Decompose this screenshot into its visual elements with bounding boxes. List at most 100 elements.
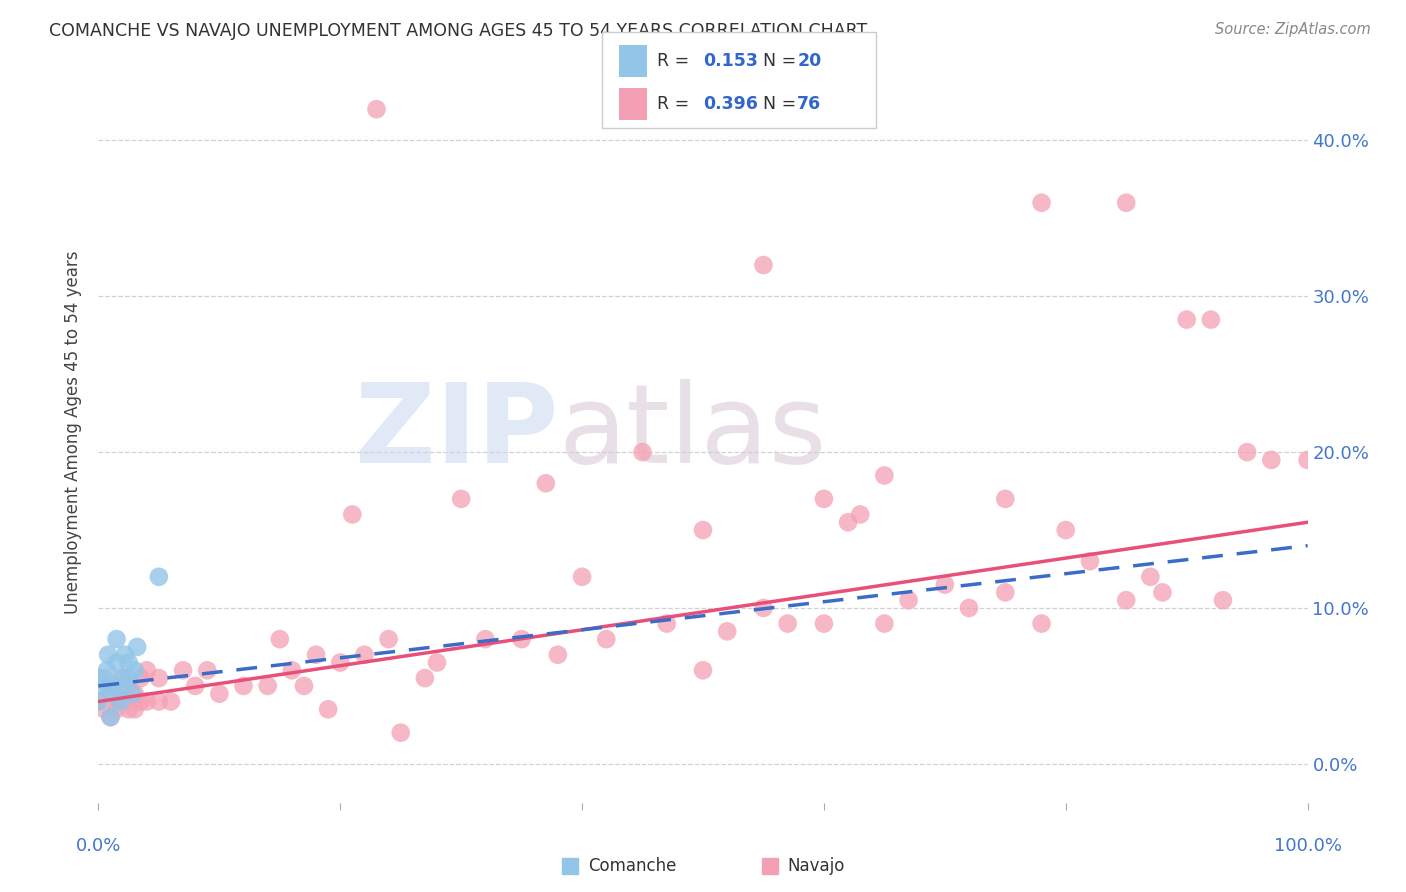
Point [118,656,141,670]
Y-axis label: Unemployment Among Ages 45 to 54 years: Unemployment Among Ages 45 to 54 years [65,251,83,615]
Point [510,632,533,647]
Point [752,601,775,615]
Point [1031,195,1053,210]
Point [97,679,120,693]
Point [97,648,120,662]
Point [692,523,714,537]
Point [184,679,207,693]
Point [716,624,738,639]
Point [1078,554,1101,568]
Text: Navajo: Navajo [787,856,845,875]
Point [105,632,128,647]
Point [873,616,896,631]
Point [111,671,134,685]
Point [292,679,315,693]
Point [148,570,170,584]
Point [100,710,122,724]
Point [1152,585,1174,599]
Point [195,663,218,677]
Point [329,656,352,670]
Point [994,491,1017,506]
Point [87,694,110,708]
Text: Source: ZipAtlas.com: Source: ZipAtlas.com [1215,22,1371,37]
Point [93,671,115,685]
Point [1115,593,1137,607]
Point [547,648,569,662]
Point [377,632,399,647]
Text: R =: R = [657,52,700,70]
Point [111,694,134,708]
Point [342,508,364,522]
Point [101,679,124,693]
Point [124,687,146,701]
Point [776,616,799,631]
Point [93,702,115,716]
Point [87,679,110,693]
Text: 0.396: 0.396 [703,95,758,113]
Point [108,694,131,708]
Point [124,702,146,716]
Point [232,679,254,693]
Point [934,577,956,591]
Point [148,694,170,708]
Point [269,632,291,647]
Text: atlas: atlas [558,379,827,486]
Text: N =: N = [752,95,801,113]
Point [100,687,122,701]
Point [813,616,835,631]
Point [897,593,920,607]
Point [172,663,194,677]
Point [957,601,980,615]
Text: 100.0%: 100.0% [1274,837,1341,855]
Point [366,102,388,116]
Point [148,671,170,685]
Point [534,476,557,491]
Point [571,570,593,584]
Text: N =: N = [752,52,801,70]
Point [752,258,775,272]
Point [873,468,896,483]
Point [1139,570,1161,584]
Point [129,694,152,708]
Point [837,515,859,529]
Point [353,648,375,662]
Text: ZIP: ZIP [354,379,558,486]
Point [994,585,1017,599]
Point [129,671,152,685]
Point [1236,445,1258,459]
Point [111,671,134,685]
Point [1260,453,1282,467]
Point [813,491,835,506]
Text: COMANCHE VS NAVAJO UNEMPLOYMENT AMONG AGES 45 TO 54 YEARS CORRELATION CHART: COMANCHE VS NAVAJO UNEMPLOYMENT AMONG AG… [49,22,868,40]
Point [118,679,141,693]
Point [160,694,183,708]
Point [1212,593,1234,607]
Point [256,679,278,693]
Point [281,663,304,677]
Point [135,663,157,677]
Point [208,687,231,701]
Point [1031,616,1053,631]
Text: R =: R = [657,95,700,113]
Point [305,648,328,662]
Text: 0.153: 0.153 [703,52,758,70]
Point [426,656,449,670]
Point [474,632,496,647]
Point [87,671,110,685]
Point [1054,523,1077,537]
Point [124,663,146,677]
Point [114,648,136,662]
Point [595,632,617,647]
Point [118,671,141,685]
Point [849,508,872,522]
Point [101,687,124,701]
Point [127,640,149,654]
Point [1115,195,1137,210]
Text: 0.0%: 0.0% [76,837,121,855]
Point [108,694,131,708]
Point [135,694,157,708]
Point [413,671,436,685]
Point [655,616,678,631]
Point [87,694,110,708]
Point [389,725,412,739]
